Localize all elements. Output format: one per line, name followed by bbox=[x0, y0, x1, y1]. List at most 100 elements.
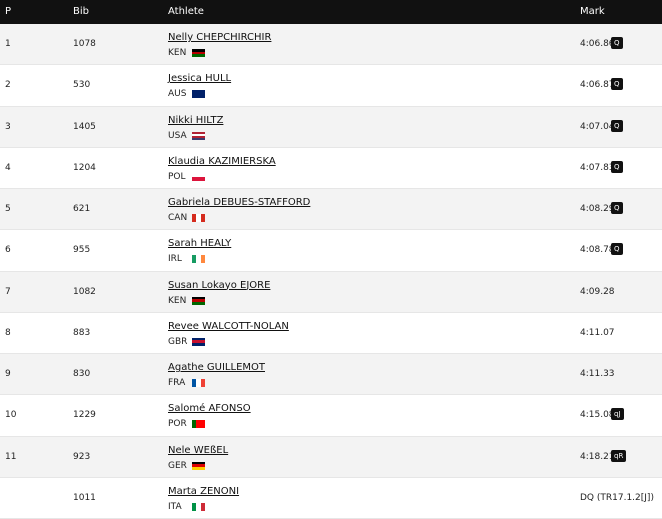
flag-stripe bbox=[192, 51, 205, 55]
flag-stripe bbox=[192, 214, 197, 222]
flag-stripe bbox=[192, 464, 205, 467]
athlete-name: Jessica HULL bbox=[168, 73, 232, 85]
place: 9 bbox=[5, 369, 11, 379]
flag-stripe bbox=[192, 502, 197, 511]
header-cell: Mark bbox=[580, 6, 605, 17]
country: USA bbox=[168, 130, 187, 141]
bib: 530 bbox=[73, 80, 91, 91]
table-row: 11 923 Nele WEßEL GER 4:18.21 qR bbox=[0, 436, 662, 478]
bib: 955 bbox=[73, 245, 91, 256]
athlete-name: Marta ZENONI bbox=[168, 485, 240, 497]
bib: 1082 bbox=[73, 286, 96, 297]
qualifier: Q bbox=[611, 243, 623, 256]
flag-stripe bbox=[200, 420, 205, 429]
flag-stripe bbox=[192, 340, 205, 344]
flag-stripe bbox=[192, 176, 205, 181]
mark: 4:11.33 bbox=[580, 369, 615, 379]
athlete-name: Agathe GUILLEMOT bbox=[168, 362, 265, 373]
bib: 883 bbox=[73, 327, 91, 338]
flag-stripe bbox=[192, 172, 205, 177]
country: KEN bbox=[168, 295, 187, 306]
flag-stripe bbox=[200, 502, 205, 511]
flag-stripe bbox=[192, 301, 205, 305]
flag bbox=[192, 131, 205, 140]
table-row: 6 955 Sarah HEALY IRL 4:08.78 Q bbox=[0, 230, 662, 272]
bib: 1204 bbox=[73, 162, 96, 173]
country: GBR bbox=[168, 336, 188, 347]
mark: 4:08.78 bbox=[580, 245, 615, 256]
flag-stripe bbox=[192, 54, 205, 58]
athlete-name: Nele WEßEL bbox=[168, 444, 229, 456]
flag-stripe bbox=[192, 255, 197, 264]
mark: 4:09.28 bbox=[580, 286, 615, 297]
table-row: 10 1229 Salomé AFONSO POR 4:15.08 qJ bbox=[0, 395, 662, 437]
flag-stripe bbox=[192, 337, 205, 341]
place: 3 bbox=[5, 121, 11, 132]
athlete-name: Nikki HILTZ bbox=[168, 114, 224, 126]
flag-stripe bbox=[196, 420, 201, 429]
table-row: 4 1204 Klaudia KAZIMIERSKA POL 4:07.83 Q bbox=[0, 148, 662, 189]
qualifier: Q bbox=[611, 202, 623, 214]
athlete-name: Nelly CHEPCHIRCHIR bbox=[168, 32, 272, 43]
bib: 1078 bbox=[73, 39, 96, 49]
place: 10 bbox=[5, 410, 17, 421]
place: 11 bbox=[5, 451, 17, 462]
flag-stripe bbox=[200, 255, 205, 264]
table-row: 9 830 Agathe GUILLEMOT FRA 4:11.33 bbox=[0, 354, 662, 396]
athlete-name: Sarah HEALY bbox=[168, 238, 232, 250]
athlete-name: Klaudia KAZIMIERSKA bbox=[168, 155, 276, 167]
flag-stripe bbox=[196, 214, 201, 222]
country: CAN bbox=[168, 213, 188, 223]
athlete-name: Salomé AFONSO bbox=[168, 403, 251, 415]
flag bbox=[192, 49, 205, 58]
flag-stripe bbox=[192, 137, 205, 140]
bib: 1011 bbox=[73, 492, 96, 503]
flag-stripe bbox=[192, 299, 205, 302]
flag bbox=[192, 337, 205, 346]
flag-stripe bbox=[196, 502, 201, 511]
country: ITA bbox=[168, 501, 182, 512]
bib: 923 bbox=[73, 451, 91, 462]
place: 4 bbox=[5, 162, 11, 173]
table-row: 1011 Marta ZENONI ITA DQ (TR17.1.2[J]) bbox=[0, 478, 662, 519]
flag-stripe bbox=[192, 131, 205, 134]
table-row: 3 1405 Nikki HILTZ USA 4:07.04 Q bbox=[0, 106, 662, 148]
bib: 1229 bbox=[73, 410, 96, 421]
flag bbox=[192, 502, 205, 511]
flag bbox=[192, 420, 205, 429]
athlete-name: Susan Lokayo EJORE bbox=[168, 279, 271, 291]
flag-stripe bbox=[192, 90, 205, 95]
flag-stripe bbox=[196, 379, 201, 387]
country: KEN bbox=[168, 48, 187, 58]
mark: 4:06.86 bbox=[580, 39, 615, 49]
place: 6 bbox=[5, 245, 11, 256]
place: 2 bbox=[5, 80, 11, 91]
flag-stripe bbox=[200, 379, 205, 387]
mark: 4:07.83 bbox=[580, 162, 615, 173]
flag-stripe bbox=[192, 466, 205, 470]
country: POR bbox=[168, 419, 187, 430]
flag-stripe bbox=[192, 343, 205, 346]
flag bbox=[192, 461, 205, 470]
place: 5 bbox=[5, 204, 11, 214]
country: IRL bbox=[168, 254, 182, 265]
flag-stripe bbox=[192, 379, 197, 387]
qualifier: qJ bbox=[611, 408, 624, 421]
flag-stripe bbox=[200, 214, 205, 222]
flag bbox=[192, 379, 205, 387]
flag bbox=[192, 172, 205, 181]
table-row: 8 883 Revee WALCOTT-NOLAN GBR 4:11.07 bbox=[0, 313, 662, 354]
flag bbox=[192, 255, 205, 264]
qualifier: Q bbox=[611, 160, 623, 173]
qualifier: Q bbox=[611, 37, 623, 49]
qualifier: Q bbox=[611, 119, 623, 132]
country: FRA bbox=[168, 378, 186, 388]
table-row: 7 1082 Susan Lokayo EJORE KEN 4:09.28 bbox=[0, 271, 662, 313]
bib: 1405 bbox=[73, 121, 96, 132]
table-row: 1 1078 Nelly CHEPCHIRCHIR KEN 4:06.86 Q bbox=[0, 24, 662, 66]
header-cell: Bib bbox=[73, 6, 89, 17]
mark: 4:15.08 bbox=[580, 410, 615, 421]
mark: 4:06.87 bbox=[580, 80, 615, 91]
mark: 4:07.04 bbox=[580, 121, 615, 132]
